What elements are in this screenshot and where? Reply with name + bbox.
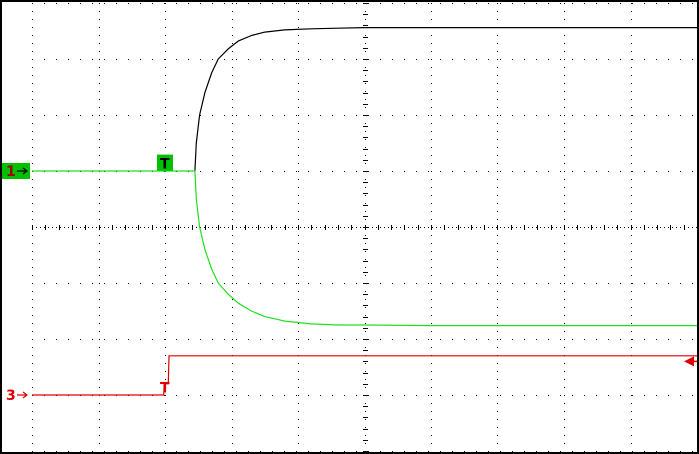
marker-layer: 1 3 T T — [2, 154, 697, 404]
channel-marker-badge — [2, 163, 30, 179]
trigger-marker-label: T — [160, 381, 170, 397]
channel-marker-label: 1 — [6, 164, 16, 180]
trigger-level-arrow — [684, 356, 694, 367]
trace-2 — [32, 170, 697, 327]
graticule — [32, 3, 698, 452]
channel-marker-label: 3 — [6, 388, 16, 404]
trace-1 — [194, 27, 697, 172]
channel-marker-arrow — [17, 391, 28, 399]
trigger-marker-badge — [157, 154, 173, 171]
channel-marker-arrow — [17, 167, 28, 175]
trigger-marker-label: T — [160, 157, 170, 173]
trace-layer — [32, 27, 697, 396]
trace-3 — [32, 355, 697, 396]
